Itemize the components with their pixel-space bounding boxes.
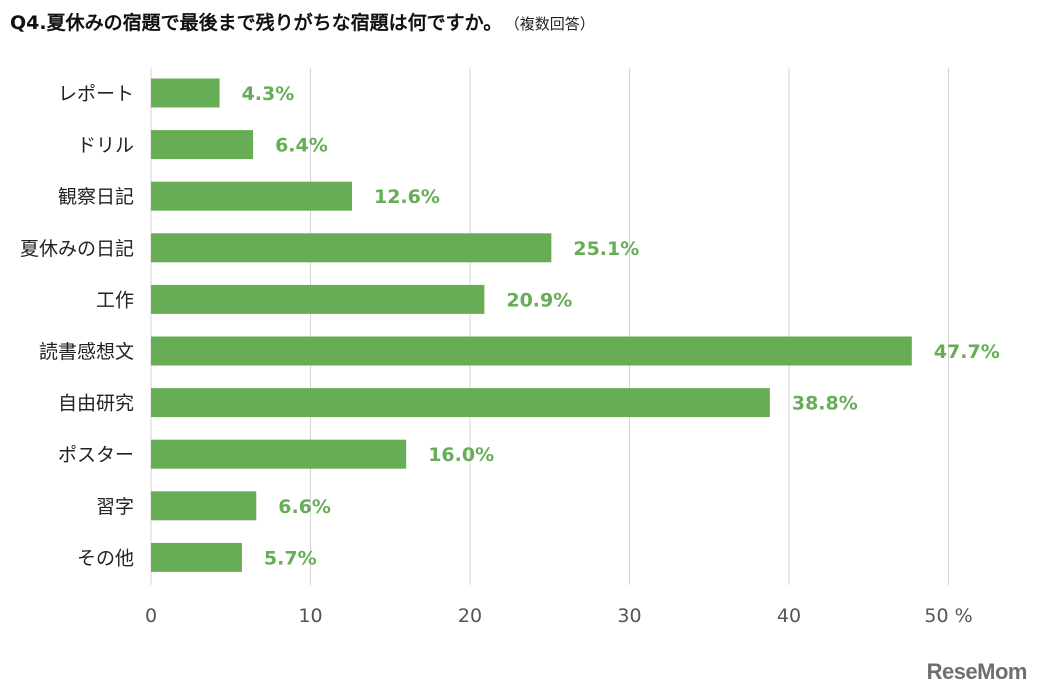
value-label: 47.7% bbox=[934, 341, 1000, 363]
value-label: 6.4% bbox=[275, 135, 328, 157]
chart-subtitle: （複数回答） bbox=[512, 15, 595, 33]
watermark-logo: ReseMom bbox=[926, 659, 1028, 684]
category-label: 読書感想文 bbox=[39, 341, 134, 363]
chart-title-text: Q4.夏休みの宿題で最後まで残りがちな宿題は何ですか。 bbox=[10, 12, 503, 34]
chart-title: Q4.夏休みの宿題で最後まで残りがちな宿題は何ですか。 （複数回答） bbox=[10, 8, 595, 35]
bar bbox=[151, 181, 352, 211]
x-tick-label: 20 bbox=[458, 605, 482, 627]
category-label: 工作 bbox=[96, 289, 134, 311]
value-label: 20.9% bbox=[506, 289, 572, 311]
bar bbox=[151, 78, 220, 108]
x-tick-label: 50 % bbox=[924, 605, 972, 627]
category-label: ドリル bbox=[77, 135, 134, 157]
value-label: 5.7% bbox=[264, 547, 317, 569]
category-label: 習字 bbox=[96, 496, 134, 518]
value-label: 12.6% bbox=[374, 186, 440, 208]
category-label: レポート bbox=[58, 83, 134, 105]
x-tick-label: 10 bbox=[298, 605, 322, 627]
bar bbox=[151, 233, 552, 263]
bar bbox=[151, 439, 407, 469]
value-label: 38.8% bbox=[792, 393, 858, 415]
bar bbox=[151, 388, 770, 418]
x-tick-label: 40 bbox=[777, 605, 801, 627]
bar bbox=[151, 336, 912, 366]
category-label: 自由研究 bbox=[58, 393, 134, 415]
bar bbox=[151, 130, 254, 160]
value-label: 16.0% bbox=[428, 444, 494, 466]
bar bbox=[151, 542, 242, 572]
category-label: 観察日記 bbox=[58, 186, 134, 208]
category-label: ポスター bbox=[58, 444, 134, 466]
value-label: 25.1% bbox=[573, 238, 639, 260]
x-tick-label: 30 bbox=[617, 605, 641, 627]
x-tick-label: 0 bbox=[145, 605, 157, 627]
bar bbox=[151, 491, 257, 521]
category-label: その他 bbox=[77, 547, 134, 569]
value-label: 4.3% bbox=[242, 83, 295, 105]
value-label: 6.6% bbox=[278, 496, 331, 518]
category-label: 夏休みの日記 bbox=[20, 238, 134, 260]
bar bbox=[151, 284, 485, 314]
